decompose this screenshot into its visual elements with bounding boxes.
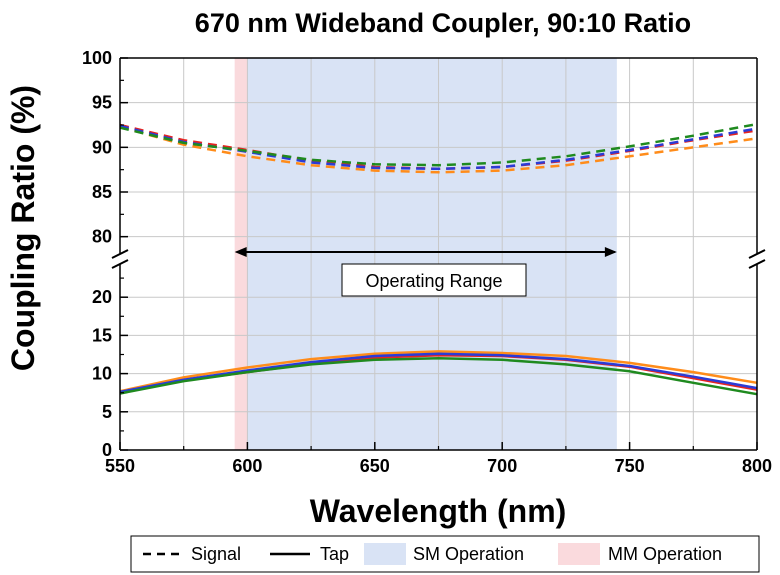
- legend-sm-swatch: [364, 543, 406, 565]
- grid-lines: [120, 58, 757, 450]
- operating-range-box: [341, 263, 527, 297]
- series-group: [119, 122, 758, 396]
- chart-title: 670 nm Wideband Coupler, 90:10 Ratio: [195, 8, 691, 38]
- operating-range-arrowhead-right: [604, 247, 617, 257]
- y-tick-label: 20: [92, 287, 112, 307]
- operating-regions: [234, 58, 617, 450]
- operating-range-label: Operating Range: [365, 271, 502, 291]
- x-tick-label: 600: [232, 456, 262, 476]
- axis-break-mark: [748, 249, 766, 259]
- series-tap-line: [119, 352, 758, 394]
- legend: Signal Tap SM Operation MM Operation: [130, 535, 760, 573]
- legend-box: [130, 535, 760, 573]
- series-signal-line: [119, 122, 758, 167]
- legend-mm-label: MM Operation: [608, 544, 722, 564]
- x-tick-label: 800: [742, 456, 772, 476]
- legend-sm-label: SM Operation: [413, 544, 524, 564]
- y-tick-label: 95: [92, 93, 112, 113]
- series-tap-line: [119, 357, 758, 396]
- series-signal-line: [119, 125, 758, 174]
- y-tick-label: 90: [92, 137, 112, 157]
- y-tick-label: 10: [92, 364, 112, 384]
- x-tick-label: 650: [360, 456, 390, 476]
- x-tick-label: 550: [105, 456, 135, 476]
- x-tick-label: 750: [615, 456, 645, 476]
- y-tick-label: 80: [92, 227, 112, 247]
- x-axis-label: Wavelength (nm): [310, 493, 567, 529]
- operating-range-annotation: Operating Range: [234, 247, 617, 297]
- x-tick-label: 700: [487, 456, 517, 476]
- axes: 550 600 650 700 750 800 80 85 90 95 100 0 5 10 15 20: [82, 48, 772, 476]
- legend-mm-swatch: [558, 543, 600, 565]
- y-tick-label: 0: [102, 440, 112, 460]
- series-tap-line: [119, 350, 758, 393]
- y-tick-label: 15: [92, 325, 112, 345]
- legend-signal-label: Signal: [191, 544, 241, 564]
- y-axis-label: Coupling Ratio (%): [5, 85, 41, 371]
- region-sm-operation: [247, 58, 617, 450]
- y-tick-label: 85: [92, 182, 112, 202]
- axis-break-mark: [111, 249, 129, 259]
- axis-break-mark: [748, 259, 766, 269]
- axis-break-mark: [111, 259, 129, 269]
- y-tick-label: 5: [102, 402, 112, 422]
- operating-range-arrowhead-left: [234, 247, 247, 257]
- y-tick-label: 100: [82, 48, 112, 68]
- legend-tap-label: Tap: [320, 544, 349, 564]
